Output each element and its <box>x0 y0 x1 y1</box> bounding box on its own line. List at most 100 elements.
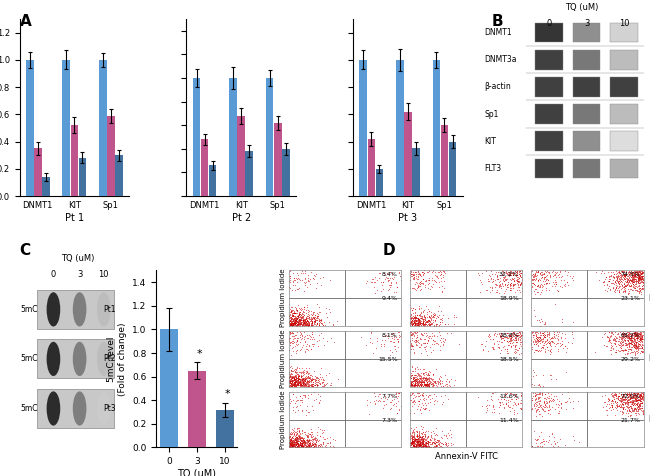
Point <box>412 389 423 397</box>
Point <box>636 268 647 276</box>
Point <box>294 315 304 323</box>
Point <box>634 393 645 401</box>
Point <box>510 335 520 342</box>
Point <box>630 345 640 352</box>
Point <box>629 406 640 413</box>
Point <box>410 317 420 325</box>
Point <box>494 409 504 416</box>
Point <box>364 410 374 418</box>
Point <box>288 390 298 398</box>
Point <box>288 426 298 434</box>
Point <box>412 441 423 448</box>
Point <box>295 308 306 316</box>
Point <box>514 278 525 286</box>
Point <box>633 396 644 404</box>
Point <box>409 337 419 345</box>
Point <box>406 439 417 446</box>
Text: 10: 10 <box>619 19 629 28</box>
Point <box>405 435 415 442</box>
Point <box>611 270 621 278</box>
Point <box>637 389 647 397</box>
Point <box>321 371 332 379</box>
Point <box>421 436 431 443</box>
Point <box>302 320 312 327</box>
Point <box>284 335 294 343</box>
Text: KIT: KIT <box>484 137 496 146</box>
Point <box>287 439 298 447</box>
Point <box>623 272 633 280</box>
Point <box>313 319 324 327</box>
Point <box>410 381 420 389</box>
Point <box>421 439 432 447</box>
Point <box>476 278 487 286</box>
Point <box>322 379 332 387</box>
Point <box>489 339 499 347</box>
Point <box>428 312 439 320</box>
Point <box>285 320 296 327</box>
Point <box>620 399 630 407</box>
Point <box>293 315 304 323</box>
Point <box>389 342 400 350</box>
Point <box>413 402 423 410</box>
Point <box>617 408 627 416</box>
Point <box>284 433 294 441</box>
Point <box>291 378 302 386</box>
Point <box>424 442 435 450</box>
Point <box>614 268 624 276</box>
Point <box>634 275 644 282</box>
Point <box>385 405 395 413</box>
Point <box>312 317 322 324</box>
Point <box>297 322 307 329</box>
Point <box>621 409 632 416</box>
Point <box>638 348 648 356</box>
Point <box>413 369 424 377</box>
Point <box>511 336 521 344</box>
Point <box>296 380 306 387</box>
Point <box>624 391 634 399</box>
Point <box>410 435 421 443</box>
Point <box>303 436 313 444</box>
Point <box>616 388 627 396</box>
Point <box>423 320 434 328</box>
Point <box>317 426 327 434</box>
Point <box>625 391 635 399</box>
Point <box>557 337 567 345</box>
Point <box>627 268 638 276</box>
Point <box>298 369 308 377</box>
Point <box>417 438 427 446</box>
Point <box>298 443 308 450</box>
Point <box>416 379 426 387</box>
Point <box>612 394 623 401</box>
Point <box>618 400 628 408</box>
Point <box>514 328 525 336</box>
Point <box>291 318 302 326</box>
Point <box>317 378 328 386</box>
Point <box>636 276 646 284</box>
Point <box>629 336 639 343</box>
Point <box>448 440 458 448</box>
Point <box>556 329 567 337</box>
Point <box>426 376 436 383</box>
Point <box>505 286 515 294</box>
Point <box>409 314 419 322</box>
Point <box>385 278 396 286</box>
Point <box>534 333 544 341</box>
Point <box>394 389 404 397</box>
Point <box>413 321 423 328</box>
Point <box>632 277 643 284</box>
Point <box>406 268 416 275</box>
Point <box>423 317 434 325</box>
Point <box>536 404 546 411</box>
Point <box>623 409 633 416</box>
Point <box>410 377 420 385</box>
Point <box>298 308 309 316</box>
Point <box>416 433 426 441</box>
Point <box>410 377 420 385</box>
Point <box>412 443 423 450</box>
Point <box>287 321 297 328</box>
Point <box>603 284 614 291</box>
Point <box>629 282 640 289</box>
Point <box>638 410 648 417</box>
Point <box>284 320 294 327</box>
Point <box>619 275 630 282</box>
